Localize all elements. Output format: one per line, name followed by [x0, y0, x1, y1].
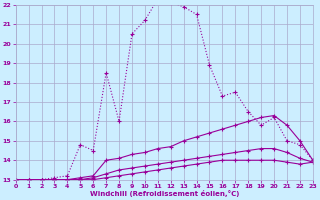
X-axis label: Windchill (Refroidissement éolien,°C): Windchill (Refroidissement éolien,°C): [90, 190, 239, 197]
